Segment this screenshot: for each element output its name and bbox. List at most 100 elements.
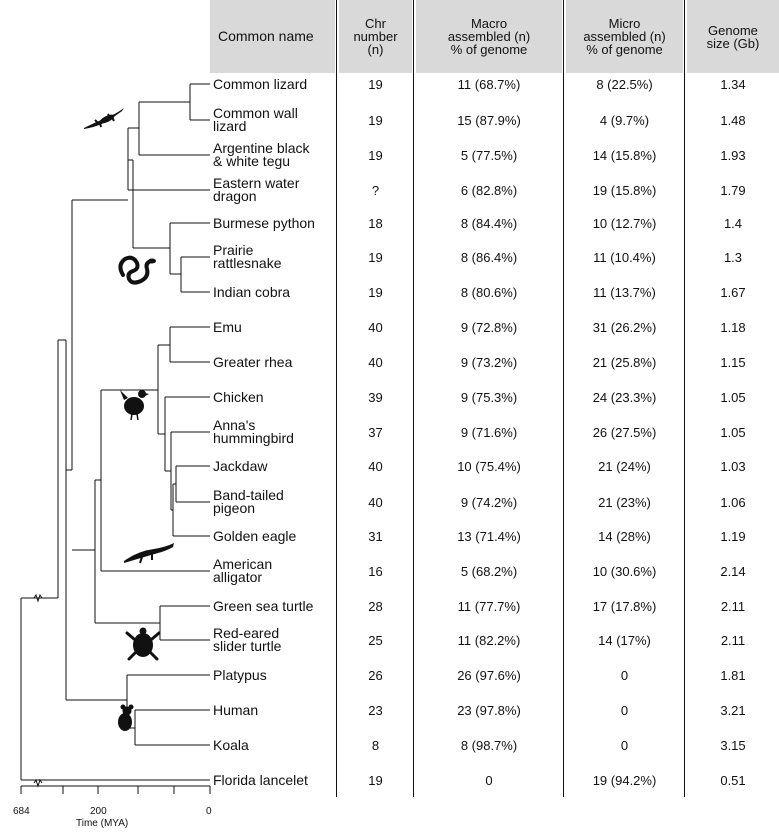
- species-name: Florida lancelet: [213, 771, 308, 788]
- snake-icon: [118, 255, 156, 285]
- micro-assembled-cell: 31 (26.2%): [592, 319, 657, 335]
- genome-size-cell: 1.93: [720, 147, 746, 163]
- table-row: Chicken 39 9 (75.3%) 24 (23.3%) 1.05: [0, 382, 779, 412]
- micro-assembled-cell: 21 (25.8%): [592, 354, 657, 370]
- table-row: Argentine black & white tegu 19 5 (77.5%) 14…: [0, 140, 779, 170]
- macro-assembled-cell: 5 (68.2%): [460, 563, 518, 579]
- table-row: Common lizard 19 11 (68.7%) 8 (22.5%) 1.34: [0, 69, 779, 99]
- micro-assembled-cell: 21 (24%): [598, 458, 651, 474]
- header-micro-assembled: Micro assembled (n)% of genome: [566, 0, 683, 73]
- macro-assembled-cell: 15 (87.9%): [457, 112, 521, 128]
- genome-size-cell: 1.05: [720, 424, 746, 440]
- micro-assembled-cell: 19 (15.8%): [592, 182, 657, 198]
- species-name: Common lizard: [213, 75, 308, 92]
- genome-size-cell: 1.18: [720, 319, 746, 335]
- macro-assembled-cell: 11 (77.7%): [457, 598, 521, 614]
- turtle-icon: [125, 627, 161, 661]
- micro-assembled-cell: 24 (23.3%): [592, 389, 657, 405]
- mammal-icon: [118, 704, 134, 731]
- macro-assembled-cell: 8 (98.7%): [460, 737, 518, 753]
- header-common-name: Common name: [210, 0, 335, 73]
- macro-assembled-cell: 10 (75.4%): [457, 458, 521, 474]
- micro-assembled-cell: 14 (15.8%): [592, 147, 657, 163]
- macro-assembled-cell: 11 (82.2%): [457, 632, 521, 648]
- table-row: Indian cobra 19 8 (80.6%) 11 (13.7%) 1.67: [0, 277, 779, 307]
- micro-assembled-cell: 8 (22.5%): [596, 76, 653, 92]
- macro-assembled-cell: 23 (97.8%): [457, 702, 521, 718]
- column-divider: [684, 0, 685, 797]
- macro-assembled-cell: 9 (74.2%): [460, 494, 518, 510]
- chr-number-cell: 19: [368, 76, 383, 92]
- chr-number-cell: 40: [368, 319, 383, 335]
- table-row: Prairie rattlesnake 19 8 (86.4%) 11 (10.4%) 1…: [0, 242, 779, 272]
- genome-size-cell: 1.15: [720, 354, 746, 370]
- genome-size-cell: 3.15: [720, 737, 746, 753]
- header-genome-size: Genome size (Gb): [687, 0, 779, 73]
- phylogenetic-tree: [20, 83, 211, 794]
- chr-number-cell: 19: [368, 249, 383, 265]
- table-row: American alligator 16 5 (68.2%) 10 (30.6%) 2.…: [0, 556, 779, 586]
- axis-tick-0: 0: [206, 806, 212, 817]
- macro-assembled-cell: 6 (82.8%): [460, 182, 518, 198]
- table-row: Koala 8 8 (98.7%) 0 3.15: [0, 730, 779, 760]
- micro-assembled-cell: 10 (12.7%): [592, 215, 657, 231]
- chr-number-cell: 25: [368, 632, 383, 648]
- table-row: Common wall lizard 19 15 (87.9%) 4 (9.7%) 1.4…: [0, 105, 779, 135]
- macro-assembled-cell: 9 (75.3%): [460, 389, 518, 405]
- species-name: Golden eagle: [213, 527, 297, 544]
- species-name: Human: [213, 701, 259, 718]
- tree-branches: [20, 83, 210, 781]
- macro-assembled-cell: 0: [485, 772, 493, 788]
- species-name: Chicken: [213, 388, 264, 405]
- genome-size-cell: 1.19: [720, 528, 746, 544]
- table-row: Anna's hummingbird 37 9 (71.6%) 26 (27.5%) 1.…: [0, 417, 779, 447]
- micro-assembled-cell: 14 (17%): [598, 632, 651, 648]
- species-name: Burmese python: [213, 214, 315, 231]
- axis-break-marks: [33, 593, 43, 788]
- chr-number-cell: 37: [368, 424, 383, 440]
- table-row: Golden eagle 31 13 (71.4%) 14 (28%) 1.19: [0, 521, 779, 551]
- species-name: Platypus: [213, 666, 267, 683]
- genome-size-cell: 1.79: [720, 182, 746, 198]
- genome-size-cell: 3.21: [720, 702, 746, 718]
- macro-assembled-cell: 8 (86.4%): [460, 249, 518, 265]
- genome-size-cell: 1.05: [720, 389, 746, 405]
- micro-assembled-cell: 19 (94.2%): [592, 772, 657, 788]
- species-name: Koala: [213, 736, 249, 753]
- chr-number-cell: 23: [368, 702, 383, 718]
- micro-assembled-cell: 4 (9.7%): [599, 112, 650, 128]
- macro-assembled-cell: 9 (73.2%): [460, 354, 518, 370]
- macro-assembled-cell: 8 (80.6%): [460, 284, 518, 300]
- crocodile-icon: [124, 543, 174, 564]
- table-row: Greater rhea 40 9 (73.2%) 21 (25.8%) 1.15: [0, 347, 779, 377]
- micro-assembled-cell: 0: [620, 702, 629, 718]
- species-name: Indian cobra: [213, 283, 291, 300]
- table-row: Human 23 23 (97.8%) 0 3.21: [0, 695, 779, 725]
- chr-number-cell: 19: [368, 112, 383, 128]
- table-row: Green sea turtle 28 11 (77.7%) 17 (17.8%) 2.…: [0, 591, 779, 621]
- table-row: Jackdaw 40 10 (75.4%) 21 (24%) 1.03: [0, 451, 779, 481]
- bird-icon: [120, 390, 149, 421]
- genome-size-cell: 1.03: [720, 458, 746, 474]
- species-name: Green sea turtle: [213, 597, 314, 614]
- species-name: Eastern water dragon: [213, 175, 300, 204]
- micro-assembled-cell: 17 (17.8%): [592, 598, 657, 614]
- axis-tick-200: 200: [90, 806, 107, 817]
- table-row: Burmese python 18 8 (84.4%) 10 (12.7%) 1.4: [0, 208, 779, 238]
- chr-number-cell: 28: [368, 598, 383, 614]
- column-divider: [413, 0, 414, 797]
- chr-number-cell: 40: [368, 494, 383, 510]
- chr-number-cell: 19: [368, 284, 383, 300]
- species-name: Emu: [213, 318, 242, 335]
- macro-assembled-cell: 5 (77.5%): [460, 147, 518, 163]
- genome-size-cell: 1.34: [720, 76, 746, 92]
- micro-assembled-cell: 21 (23%): [598, 494, 651, 510]
- chr-number-cell: 40: [368, 458, 383, 474]
- column-divider: [336, 0, 337, 797]
- species-name: Jackdaw: [213, 457, 268, 474]
- micro-assembled-cell: 11 (13.7%): [593, 284, 656, 300]
- table-row: Red-eared slider turtle 25 11 (82.2%) 14 (17…: [0, 625, 779, 655]
- macro-assembled-cell: 11 (68.7%): [457, 76, 521, 92]
- micro-assembled-cell: 0: [620, 737, 629, 753]
- genome-size-cell: 1.67: [720, 284, 746, 300]
